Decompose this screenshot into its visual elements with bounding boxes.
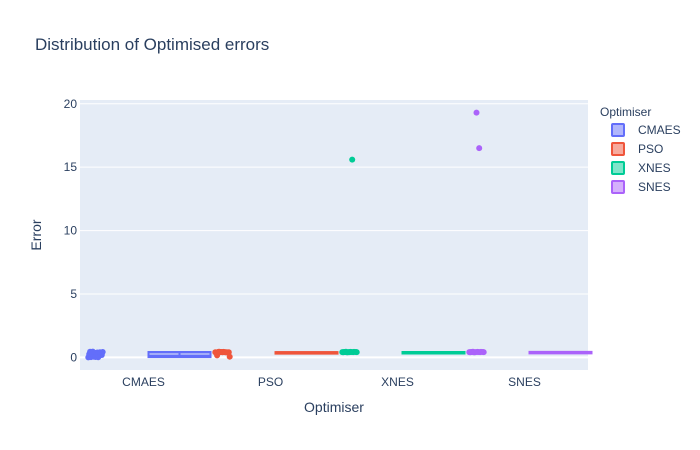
legend-item-cmaes[interactable]: CMAES [611, 123, 681, 137]
y-tick-label: 20 [64, 97, 78, 111]
chart-title: Distribution of Optimised errors [35, 35, 269, 54]
y-tick-label: 10 [64, 224, 78, 238]
data-point [470, 349, 477, 356]
legend-item-xnes[interactable]: XNES [611, 161, 671, 175]
legend-item-pso[interactable]: PSO [611, 142, 663, 156]
plot-area [80, 100, 588, 370]
data-point [226, 353, 233, 360]
x-tick-label: PSO [258, 375, 283, 389]
legend-swatch [611, 142, 625, 156]
x-axis-label: Optimiser [304, 399, 364, 415]
y-axis-label: Error [28, 219, 44, 250]
legend-title: Optimiser [600, 105, 651, 119]
legend-swatch [611, 161, 625, 175]
x-tick-label: SNES [508, 375, 541, 389]
data-point [353, 349, 360, 356]
legend-label: SNES [638, 180, 671, 194]
data-point [222, 349, 229, 356]
data-point [346, 349, 353, 356]
data-point [473, 109, 480, 116]
legend-item-snes[interactable]: SNES [611, 180, 671, 194]
x-tick-label: CMAES [122, 375, 165, 389]
data-point [89, 348, 96, 355]
data-point [476, 145, 483, 152]
series-xnes [339, 156, 466, 356]
legend-label: CMAES [638, 123, 681, 137]
data-point [480, 349, 487, 356]
y-tick-labels: 0 5 10 15 20 [64, 97, 78, 365]
y-tick-label: 5 [70, 287, 77, 301]
data-point [349, 156, 356, 163]
legend[interactable]: Optimiser CMAES PSO XNES SNES [600, 105, 681, 194]
x-tick-labels: CMAES PSO XNES SNES [122, 375, 541, 389]
legend-swatch [611, 123, 625, 137]
legend-swatch [611, 180, 625, 194]
x-tick-label: XNES [381, 375, 414, 389]
series-layer [85, 109, 593, 361]
data-point [99, 349, 106, 355]
legend-label: XNES [638, 161, 671, 175]
y-tick-label: 15 [64, 160, 78, 174]
data-point [95, 354, 102, 361]
legend-label: PSO [638, 142, 663, 156]
series-pso [212, 348, 339, 360]
legend-items[interactable]: CMAES PSO XNES SNES [611, 123, 681, 194]
series-snes [466, 109, 593, 356]
box-iqr [147, 351, 212, 359]
y-tick-label: 0 [70, 350, 77, 364]
series-cmaes [85, 348, 212, 361]
